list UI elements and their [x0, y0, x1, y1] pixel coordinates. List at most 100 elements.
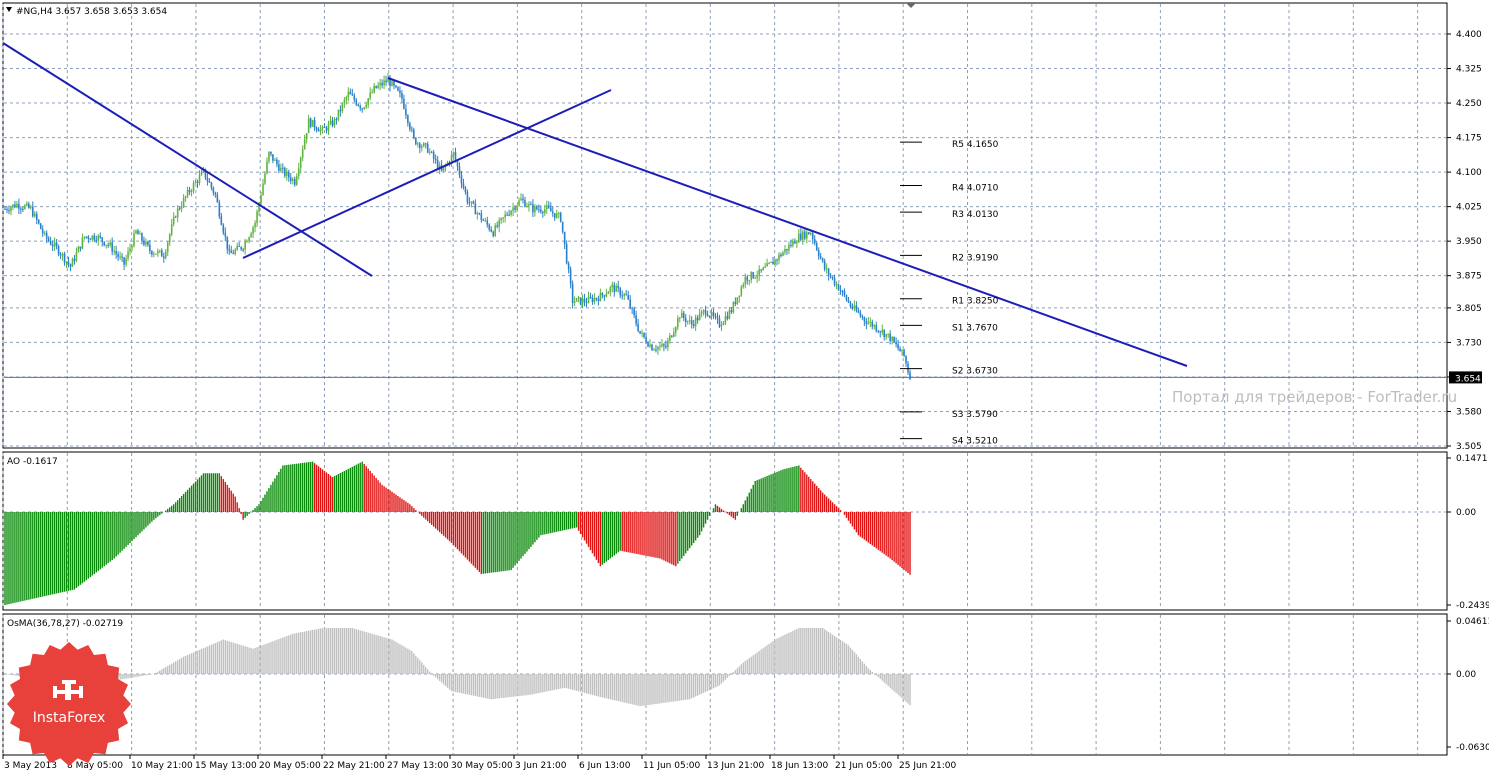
pivot-level-label: R4 4.0710 [952, 183, 999, 193]
candle-body [750, 272, 753, 281]
ao-tick-label: -0.2439 [1456, 601, 1489, 611]
candle-body [847, 300, 850, 303]
candle-body [415, 137, 417, 145]
candle-body [85, 236, 88, 238]
candle-body [764, 266, 766, 268]
candle-body [41, 229, 44, 234]
candle-body [363, 107, 366, 109]
candle-body [734, 302, 737, 304]
candle-body [716, 316, 719, 319]
candle-body [55, 242, 58, 247]
candle-body [659, 346, 661, 348]
candle-body [26, 203, 28, 206]
candle-body [170, 224, 173, 235]
candle-body [57, 246, 60, 255]
candle-body [669, 335, 671, 341]
candle-body [700, 311, 703, 314]
candle-body [802, 231, 804, 240]
panel-frame-1 [2, 2, 1448, 449]
candle-body [194, 181, 197, 184]
candle-body [95, 239, 98, 241]
candle-body [881, 329, 884, 333]
candle-body [20, 208, 22, 210]
candle-body [671, 335, 673, 337]
candle-body [71, 258, 74, 267]
candle-body [780, 254, 782, 256]
candle-body [178, 208, 181, 210]
candle-body [411, 129, 413, 131]
candle-body [331, 120, 334, 126]
candle-body [286, 171, 288, 176]
candle-body [53, 242, 56, 247]
candle-body [405, 108, 407, 116]
candle-body [821, 258, 824, 261]
x-axis-tick-label: 3 May 2013 [4, 761, 57, 771]
candle-body [631, 307, 633, 309]
candle-body [607, 291, 610, 294]
candle-body [458, 166, 461, 176]
candle-body [264, 173, 266, 184]
candle-body [159, 250, 161, 252]
candle-body [613, 284, 616, 292]
candle-body [373, 85, 375, 93]
candle-body [720, 324, 723, 327]
candle-body [200, 171, 203, 176]
candle-body [278, 164, 280, 171]
candle-body [746, 276, 749, 281]
candle-body [577, 297, 580, 299]
candle-body [345, 97, 348, 101]
candle-body [678, 317, 681, 319]
candle-body [367, 98, 369, 105]
candle-body [649, 344, 651, 347]
price-tick-label: 4.100 [1456, 168, 1482, 178]
pivot-level-label: S3 3.5790 [952, 410, 998, 420]
candle-body [351, 94, 354, 96]
candle-body [212, 187, 215, 193]
candle-body [863, 317, 866, 322]
candle-body [682, 312, 685, 319]
candle-body [885, 334, 887, 338]
candle-body [250, 233, 252, 238]
candle-body [224, 232, 227, 237]
candle-body [571, 283, 574, 304]
candle-body [174, 216, 177, 218]
candle-body [399, 90, 401, 93]
candle-body [248, 237, 250, 242]
candle-body [643, 332, 645, 338]
osma-tick-label: 0.04611 [1456, 617, 1489, 627]
candle-body [704, 310, 707, 315]
candle-body [432, 152, 435, 159]
candle-body [829, 275, 832, 277]
candle-body [426, 143, 429, 153]
candle-body [391, 81, 393, 87]
candle-body [133, 233, 135, 247]
candle-body [498, 220, 500, 227]
candle-body [494, 225, 497, 236]
candle-body [274, 159, 276, 161]
candle-body [794, 240, 796, 244]
candle-body [625, 294, 627, 296]
candle-body [61, 253, 64, 256]
candle-body [851, 306, 854, 309]
x-axis-tick-label: 6 Jun 13:00 [579, 761, 631, 771]
price-tick-label: 3.805 [1456, 304, 1482, 314]
candle-body [341, 103, 344, 112]
candle-body [585, 302, 588, 304]
candle-body [563, 231, 566, 245]
candle-body [599, 293, 602, 302]
candle-body [474, 203, 477, 215]
candle-body [901, 349, 903, 352]
candle-body [909, 372, 911, 379]
instaforex-seal-shape [7, 642, 131, 766]
candle-body [186, 189, 189, 197]
candle-body [492, 231, 495, 236]
candle-body [583, 298, 586, 303]
candle-body [311, 119, 314, 127]
price-tick-label: 3.505 [1456, 442, 1482, 452]
candle-body [295, 176, 298, 185]
candle-body [160, 250, 163, 257]
panel-frame-3 [2, 613, 1448, 756]
candle-body [309, 118, 312, 127]
